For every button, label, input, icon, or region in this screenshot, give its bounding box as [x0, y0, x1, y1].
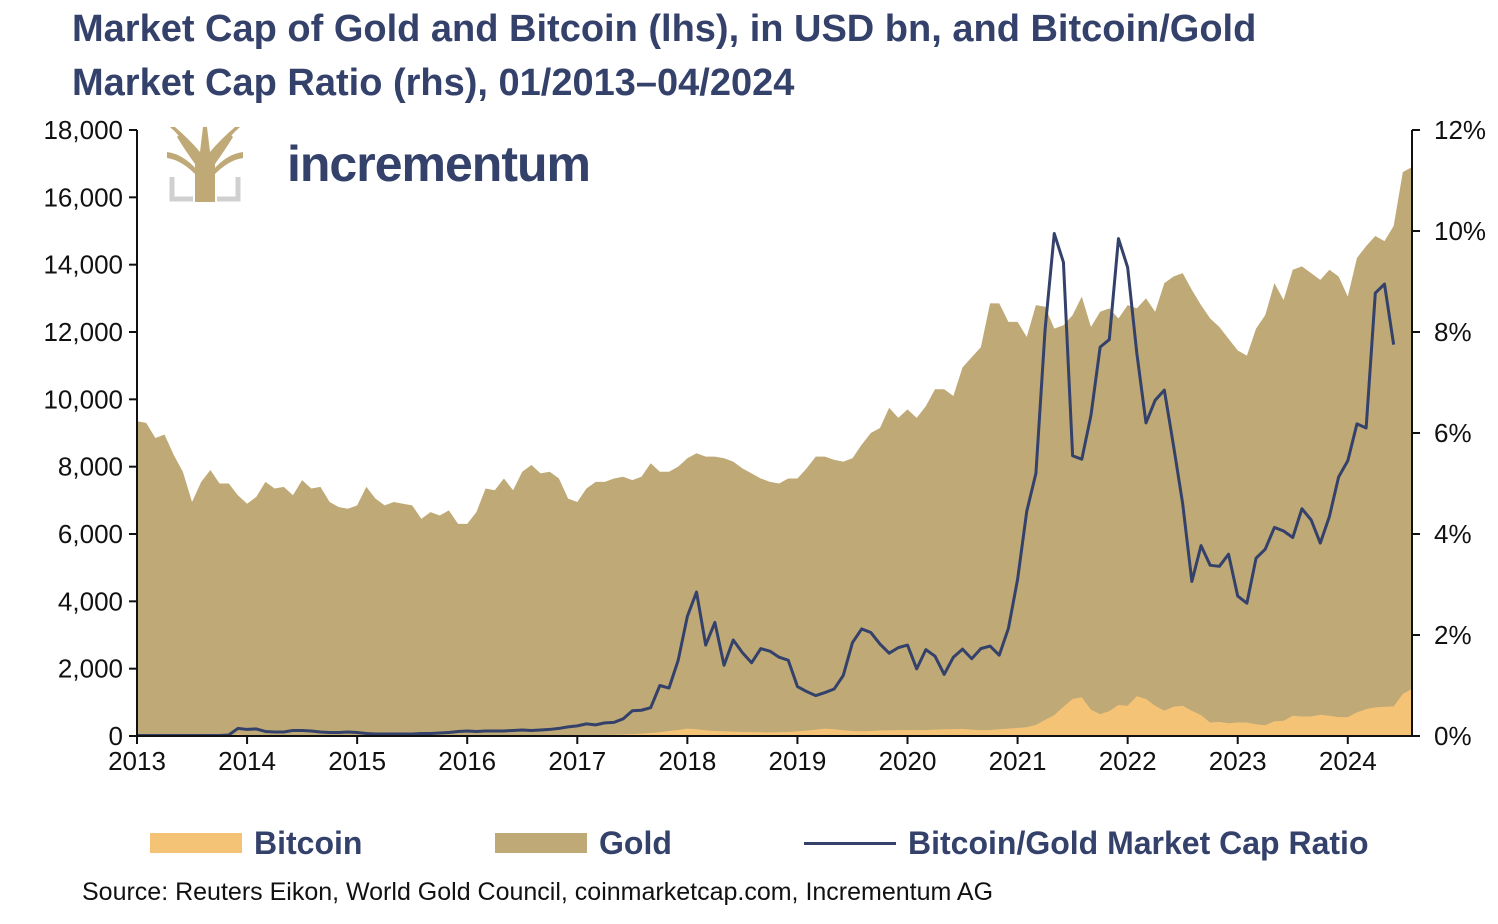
left-tick-label: 14,000: [43, 250, 123, 280]
x-tick-label: 2022: [1099, 746, 1157, 776]
bitcoin-area: [137, 688, 1412, 736]
x-tick-label: 2021: [989, 746, 1047, 776]
left-tick-label: 12,000: [43, 317, 123, 347]
bitcoin-swatch-icon: [150, 833, 242, 853]
legend-label-gold: Gold: [599, 824, 672, 861]
left-tick-label: 10,000: [43, 384, 123, 414]
right-tick-label: 6%: [1434, 418, 1472, 448]
right-tick-label: 0%: [1434, 721, 1472, 751]
left-tick-label: 0: [109, 721, 123, 751]
right-tick-label: 2%: [1434, 620, 1472, 650]
x-tick-label: 2016: [438, 746, 496, 776]
legend-label-bitcoin: Bitcoin: [254, 824, 363, 861]
x-tick-label: 2017: [548, 746, 606, 776]
ratio-line-icon: [804, 841, 896, 845]
incrementum-logo-icon: [167, 127, 243, 202]
x-tick-label: 2013: [108, 746, 166, 776]
left-tick-label: 18,000: [43, 115, 123, 145]
ratio-line-layer: [137, 232, 1396, 737]
gold-area: [137, 167, 1412, 736]
x-tick-label: 2015: [328, 746, 386, 776]
left-tick-label: 16,000: [43, 182, 123, 212]
axes-layer: 0 2,000 4,000 6,000 8,000 10,000 12,000 14,000 1…: [43, 115, 1486, 776]
left-tick-label: 6,000: [58, 519, 123, 549]
gold-swatch-icon: [495, 833, 587, 853]
chart-title-line-1: Market Cap of Gold and Bitcoin (lhs), in…: [72, 8, 1257, 50]
gold-area-layer: [137, 167, 1412, 736]
x-tick-label: 2024: [1319, 746, 1377, 776]
x-tick-label: 2019: [769, 746, 827, 776]
right-tick-label: 4%: [1434, 519, 1472, 549]
right-tick-label: 12%: [1434, 115, 1486, 145]
chart-title-line-2: Market Cap Ratio (rhs), 01/2013–04/2024: [72, 62, 795, 104]
right-tick-label: 8%: [1434, 317, 1472, 347]
x-tick-label: 2020: [879, 746, 937, 776]
logo-wordmark: incrementum: [287, 136, 591, 192]
legend-label-ratio: Bitcoin/Gold Market Cap Ratio: [908, 824, 1369, 861]
legend-item-gold: Gold: [495, 818, 672, 868]
left-tick-label: 4,000: [58, 586, 123, 616]
chart-title: Market Cap of Gold and Bitcoin (lhs), in…: [72, 2, 1472, 110]
left-tick-label: 8,000: [58, 452, 123, 482]
right-tick-label: 10%: [1434, 216, 1486, 246]
ratio-line: [137, 232, 1396, 737]
source-note: Source: Reuters Eikon, World Gold Counci…: [82, 878, 994, 906]
bitcoin-area-layer: [137, 688, 1412, 736]
x-tick-label: 2018: [658, 746, 716, 776]
left-tick-label: 2,000: [58, 654, 123, 684]
x-tick-label: 2023: [1209, 746, 1267, 776]
x-tick-label: 2014: [218, 746, 276, 776]
legend-item-bitcoin: Bitcoin: [150, 818, 362, 868]
legend-item-ratio: Bitcoin/Gold Market Cap Ratio: [804, 818, 1368, 868]
